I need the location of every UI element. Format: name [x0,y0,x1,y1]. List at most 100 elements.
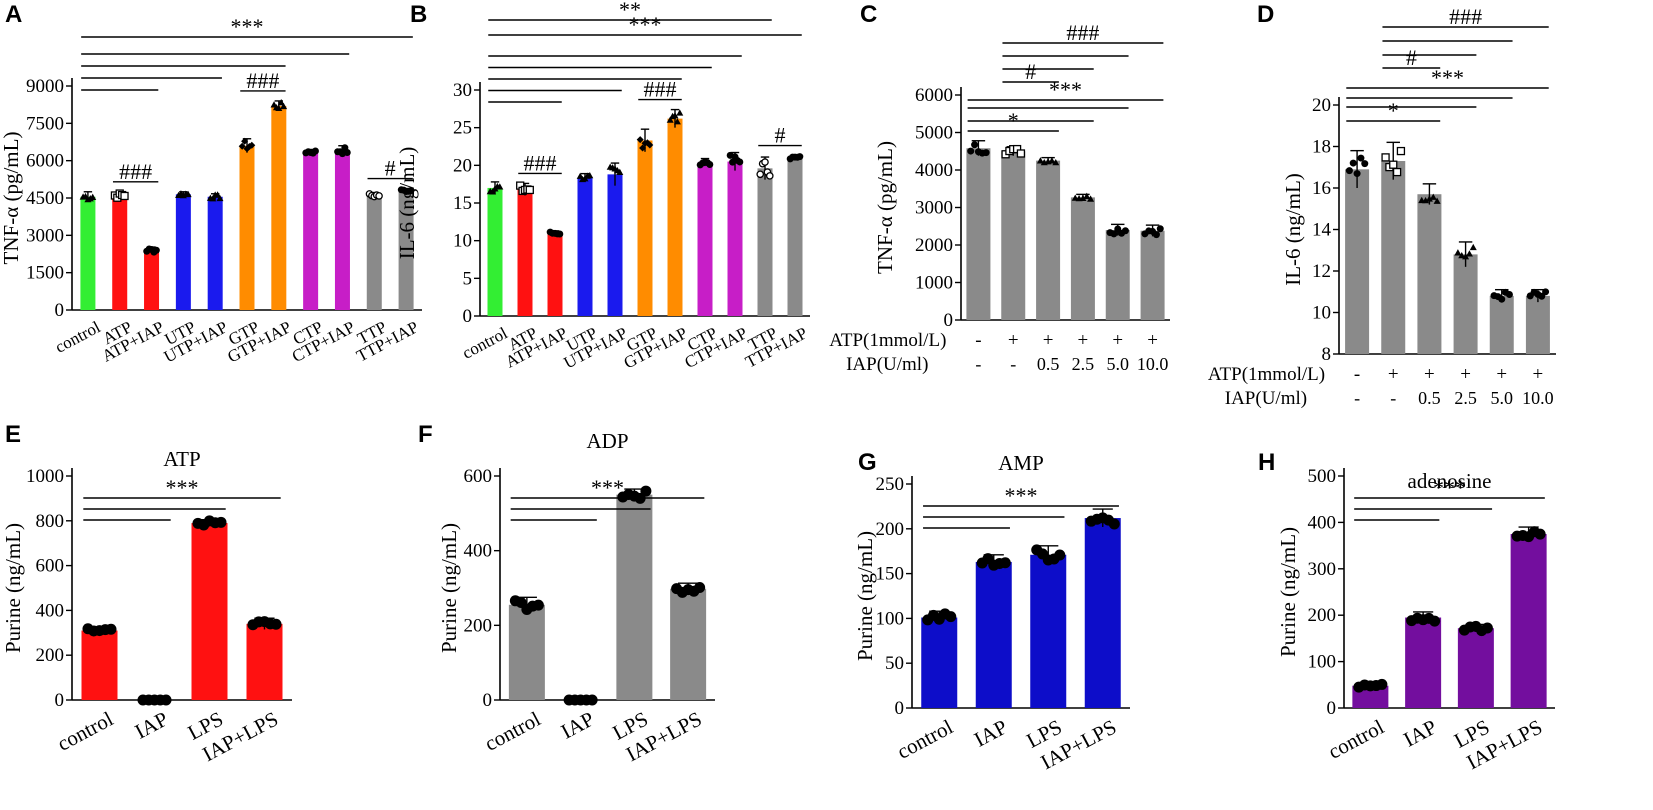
bar [207,196,223,310]
y-axis-label: TNF-α (pg/mL) [873,141,897,274]
data-point [586,694,598,706]
bar [1525,295,1550,354]
panel-c: C 0 1000 2000 3000 4000 5000 6000 TNF-α (pg/mL) A… [829,1,1170,375]
row1-value: + [1112,330,1123,351]
row1-value: + [1460,364,1471,385]
y-tick-label: 3000 [26,225,64,246]
chart-title: AMP [998,451,1044,475]
data-point [407,187,415,195]
bar [667,118,683,316]
data-point [248,141,256,149]
row1-value: - [1354,364,1360,385]
bar [1381,161,1406,354]
y-tick-label: 2000 [915,235,953,256]
row2-value: 2.5 [1454,388,1477,408]
significance-label: *** [1433,475,1466,500]
y-tick-label: 14 [1312,220,1332,241]
chart-title: adenosine [1408,469,1492,493]
panel-g: G AMP 0 50 100 150 200 250 Purine (ng/mL) control… [853,449,1130,774]
panel-letter: C [860,1,877,28]
data-point [120,191,129,201]
row1-value: - [975,330,981,351]
data-point [1087,195,1095,202]
data-point [945,611,957,623]
y-tick-label: 30 [453,80,472,101]
row2-value: 5.0 [1107,354,1130,374]
row1-value: + [1147,330,1158,351]
significance-label: ### [1066,20,1099,45]
row1-value: + [1008,330,1019,351]
data-point [1357,154,1365,162]
category-label: control [52,317,104,357]
y-tick-label: 250 [876,474,905,495]
data-point [1083,192,1091,199]
panel-letter: D [1257,1,1274,28]
bar [81,630,118,700]
row2-value: - [975,354,981,374]
row1-value: + [1496,364,1507,385]
data-point [1392,167,1402,177]
bar [175,194,191,310]
row1-value: + [1078,330,1089,351]
data-point [1036,157,1044,164]
y-tick-label: 600 [464,466,493,487]
y-tick-label: 500 [1308,466,1337,487]
data-point [496,183,504,190]
data-point [525,185,534,195]
data-point [275,104,283,112]
y-tick-label: 0 [944,310,954,331]
row-label-atp: ATP(1mmol/L) [829,330,946,351]
significance-label: ### [524,150,557,175]
data-point [1458,251,1466,259]
significance-label: # [1025,59,1036,84]
bar [697,162,713,316]
significance-label: *** [231,14,264,39]
bar [239,145,255,310]
bar [1453,254,1478,354]
data-point [646,141,654,149]
y-tick-label: 400 [1308,512,1337,533]
data-point [671,112,679,119]
bar [1084,518,1121,708]
bar [112,195,128,310]
significance-label: # [775,123,786,148]
y-tick-label: 10 [1312,303,1331,324]
y-axis-label: IL-6 (ng/mL) [1281,173,1305,286]
chart-title: ADP [586,429,628,453]
data-point [1156,225,1164,233]
bar [1457,628,1494,708]
data-point [1465,250,1473,257]
data-point [1422,196,1430,204]
data-point [982,149,990,157]
data-point [277,99,285,106]
bar [303,151,319,310]
bar [398,190,414,310]
panel-d: D 8 10 12 14 16 18 20 IL-6 (ng/mL) ATP(1mmol/L) IA… [1208,1,1556,409]
row-label-atp: ATP(1mmol/L) [1208,364,1325,385]
category-label: control [1324,715,1388,764]
bar [1510,534,1547,708]
y-axis-label: Purine (ng/mL) [853,531,877,661]
bar [508,604,545,700]
bar [1140,230,1165,320]
data-point [1052,158,1060,166]
row2-value: 10.0 [1137,354,1169,374]
bar [966,148,991,320]
y-tick-label: 16 [1312,178,1331,199]
data-point [1505,290,1513,298]
data-point [1469,243,1477,251]
y-tick-label: 50 [885,653,904,674]
bar [607,174,623,316]
data-point [241,137,249,145]
panel-letter: F [418,421,433,448]
y-tick-label: 20 [453,155,472,176]
y-tick-label: 15 [453,193,472,214]
data-point [343,149,351,157]
panel-letter: H [1258,449,1275,476]
data-point [756,170,764,179]
bar [1070,197,1095,320]
category-label: IAP [557,707,598,744]
row-label-iap: IAP(U/ml) [846,354,928,375]
